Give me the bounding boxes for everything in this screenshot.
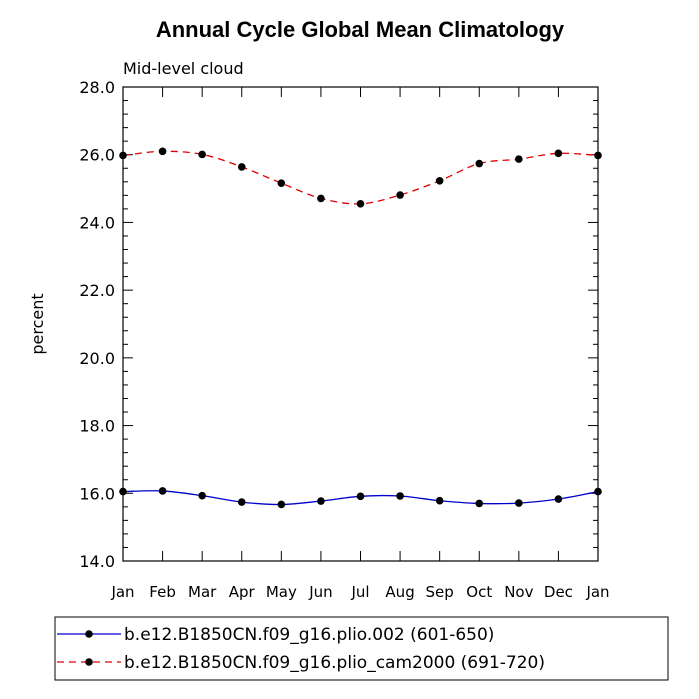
data-point (356, 492, 365, 501)
x-tick-label: Oct (466, 583, 492, 601)
y-tick-label: 26.0 (79, 146, 115, 165)
data-point (198, 150, 206, 159)
data-point (435, 496, 444, 505)
chart-title: Annual Cycle Global Mean Climatology (156, 17, 565, 42)
data-point (198, 491, 206, 500)
y-tick-label: 18.0 (79, 417, 115, 436)
y-axis-label: percent (28, 293, 47, 354)
data-point (317, 497, 325, 505)
data-point (554, 149, 563, 158)
data-point (475, 159, 484, 168)
data-point (594, 487, 602, 496)
series-layer (119, 147, 602, 509)
data-point (594, 151, 602, 160)
x-tick-label: Feb (149, 583, 176, 601)
data-point (396, 492, 404, 500)
y-tick-label: 20.0 (79, 349, 115, 368)
data-point (356, 200, 365, 208)
legend-marker (85, 658, 93, 666)
x-tick-label: Nov (504, 583, 533, 601)
data-point (554, 495, 563, 503)
x-tick-label: Sep (426, 583, 454, 601)
axis-ticks: 14.0 16.0 18.0 20.0 22.0 24.0 26.0 28.0 Jan Feb Ma… (79, 78, 609, 601)
legend-box (54, 616, 669, 681)
y-tick-label: 16.0 (79, 484, 115, 503)
data-point (158, 487, 167, 495)
data-point (515, 155, 523, 163)
x-tick-label: May (266, 583, 297, 601)
x-tick-label: Aug (385, 583, 414, 601)
data-point (396, 191, 404, 199)
data-point (435, 176, 444, 185)
x-tick-label: Mar (188, 583, 217, 601)
data-point (277, 179, 286, 187)
y-tick-label: 14.0 (79, 552, 115, 571)
data-point (515, 499, 523, 507)
chart-subtitle: Mid-level cloud (123, 59, 244, 78)
data-point (237, 498, 246, 506)
legend-label-1: b.e12.B1850CN.f09_g16.plio.002 (601-650) (124, 625, 494, 645)
data-point (119, 151, 127, 160)
x-tick-label: Jun (308, 583, 332, 601)
data-point (475, 499, 484, 508)
x-tick-label: Jan (110, 583, 134, 601)
x-tick-label: Jul (350, 583, 369, 601)
data-point (277, 500, 286, 509)
x-tick-label: Jan (585, 583, 609, 601)
x-tick-label: Apr (229, 583, 256, 601)
y-tick-label: 22.0 (79, 281, 115, 300)
x-tick-label: Dec (544, 583, 573, 601)
y-tick-label: 28.0 (79, 78, 115, 97)
data-point (237, 163, 246, 171)
legend: b.e12.B1850CN.f09_g16.plio.002 (601-650)… (54, 616, 669, 681)
series-line-2 (122, 150, 599, 205)
legend-marker (85, 630, 93, 638)
data-point (158, 147, 167, 156)
data-point (119, 487, 127, 496)
y-tick-label: 24.0 (79, 213, 115, 232)
legend-label-2: b.e12.B1850CN.f09_g16.plio_cam2000 (691-… (124, 653, 545, 673)
data-point (317, 194, 325, 203)
